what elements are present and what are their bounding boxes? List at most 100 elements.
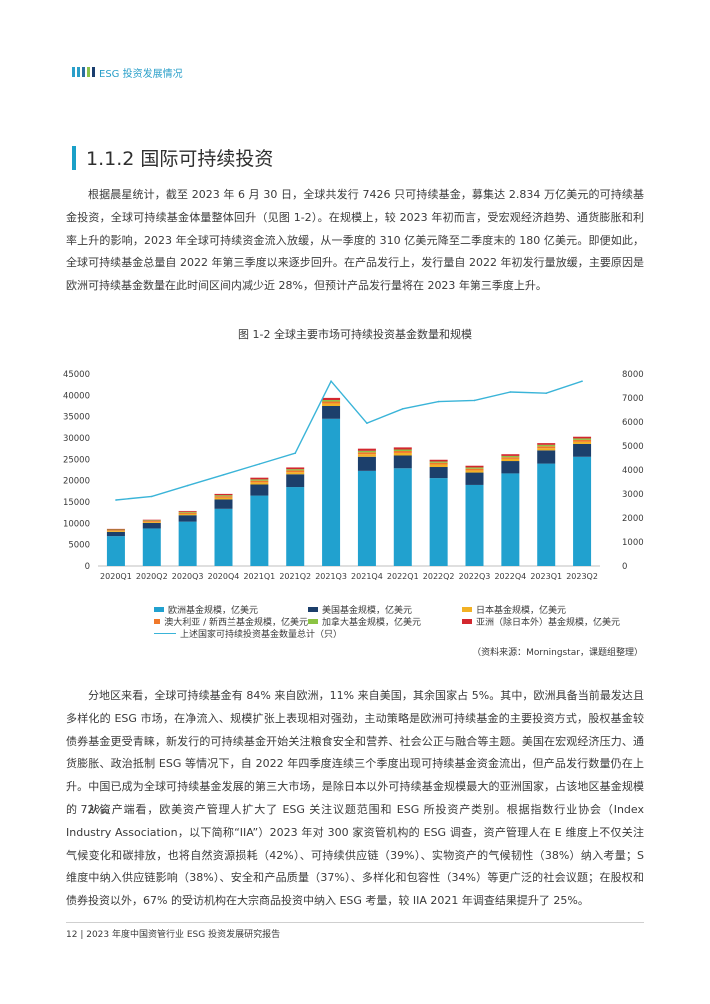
bar-segment	[465, 465, 484, 468]
running-header: ESG 投资发展情况	[72, 66, 183, 80]
bar-segment	[214, 508, 233, 566]
bar-segment	[286, 469, 305, 471]
bar-segment	[178, 511, 197, 513]
section-heading-bar	[72, 145, 76, 170]
bar-segment	[250, 480, 269, 483]
bar-segment	[142, 521, 161, 523]
bar-segment	[250, 482, 269, 485]
bar-segment	[393, 447, 412, 450]
bar-segment	[573, 441, 592, 444]
bar-segment	[501, 454, 520, 456]
bar-segment	[250, 479, 269, 481]
bar-segment	[573, 438, 592, 440]
bar-segment	[322, 400, 341, 402]
fund-count-point	[401, 408, 404, 410]
header-logo-bars	[72, 67, 95, 77]
bar-segment	[106, 529, 125, 531]
bar-segment	[501, 461, 520, 474]
bar-segment	[429, 478, 448, 566]
bar-segment	[357, 456, 376, 471]
fund-count-point	[186, 484, 189, 487]
section-heading: 1.1.2 国际可持续投资	[72, 144, 273, 171]
bar-segment	[573, 443, 592, 457]
bar-segment	[106, 531, 125, 532]
bar-segment	[322, 401, 341, 404]
logo-bar	[77, 67, 80, 77]
bar-segment	[142, 528, 161, 566]
bar-segment	[106, 531, 125, 537]
logo-bar	[82, 67, 85, 77]
bar-segment	[537, 443, 556, 445]
bar-segment	[465, 484, 484, 566]
legend-item-canada: 加拿大基金规模，亿美元	[308, 615, 462, 628]
x-tick-label: 2021Q2	[279, 572, 311, 581]
bar-segment	[465, 472, 484, 485]
footer-separator: |	[80, 930, 87, 940]
y-left-tick-label: 25000	[63, 455, 90, 465]
bar-segment	[393, 452, 412, 456]
bar-segment	[393, 455, 412, 469]
fund-count-line	[115, 379, 583, 501]
paragraph-3: 从资产端看，欧美资产管理人扩大了 ESG 关注议题范围和 ESG 所投资产类别。…	[66, 803, 644, 908]
bar-segment	[286, 487, 305, 566]
bar-segment	[501, 458, 520, 462]
fund-count-point	[509, 391, 512, 393]
legend-label: 加拿大基金规模，亿美元	[322, 617, 422, 628]
fund-count-point	[330, 380, 332, 382]
legend-item-usa: 美国基金规模，亿美元	[308, 603, 462, 616]
x-tick-label: 2021Q1	[243, 572, 275, 581]
bar-segment	[537, 450, 556, 464]
bar-segment	[465, 468, 484, 471]
x-tick-label: 2021Q4	[351, 572, 383, 581]
fund-count-point	[222, 474, 225, 476]
bar-segment	[250, 495, 269, 566]
x-tick-label: 2020Q4	[208, 572, 240, 581]
y-right-tick-label: 1000	[622, 538, 644, 548]
x-tick-label: 2022Q4	[494, 572, 526, 581]
x-tick-label: 2022Q1	[387, 572, 419, 581]
chart-source: （资料来源：Morningstar，课题组整理）	[472, 648, 643, 658]
legend-label: 亚洲（除日本外）基金规模，亿美元	[476, 617, 621, 628]
bar-segment	[465, 470, 484, 473]
fund-count-point	[545, 392, 548, 394]
x-tick-label: 2021Q3	[315, 572, 347, 581]
x-tick-label: 2020Q3	[172, 572, 204, 581]
y-right-tick-label: 4000	[622, 466, 644, 476]
y-left-tick-label: 35000	[63, 413, 90, 423]
bar-segment	[286, 470, 305, 473]
legend-item-asia-ex-japan: 亚洲（除日本外）基金规模，亿美元	[462, 615, 620, 628]
y-right-tick-label: 6000	[622, 418, 644, 428]
bar-segment	[357, 454, 376, 457]
logo-bar	[92, 67, 95, 77]
fund-count-point	[115, 499, 117, 501]
bar-segment	[322, 406, 341, 419]
bar-segment	[501, 455, 520, 458]
y-right-tick-label: 8000	[622, 370, 644, 380]
x-tick-label: 2023Q1	[530, 572, 562, 581]
bar-segment	[573, 436, 592, 439]
fund-count-point	[473, 399, 476, 402]
bar-segment	[501, 457, 520, 459]
y-left-tick-label: 15000	[63, 498, 90, 508]
y-left-tick-label: 45000	[63, 370, 90, 380]
bar-segment	[178, 513, 197, 516]
bar-segment	[429, 459, 448, 462]
bar-segment	[142, 522, 161, 529]
footer-title: 2023 年度中国资管行业 ESG 投资发展研究报告	[86, 930, 281, 940]
bar-segment	[214, 499, 233, 509]
bar-segment	[214, 497, 233, 500]
x-tick-label: 2020Q2	[136, 572, 168, 581]
bar-segment	[106, 528, 125, 530]
legend-item-europe: 欧洲基金规模，亿美元	[154, 603, 308, 616]
bar-segment	[178, 515, 197, 522]
x-tick-label: 2023Q2	[566, 572, 598, 581]
legend-item-australia-nz: 澳大利亚 / 新西兰基金规模，亿美元	[154, 615, 308, 628]
logo-bar	[72, 67, 75, 77]
bar-segment	[286, 472, 305, 475]
chart-legend: 欧洲基金规模，亿美元 美国基金规模，亿美元 日本基金规模，亿美元 澳大利亚 / …	[154, 603, 634, 640]
legend-label: 日本基金规模，亿美元	[476, 605, 567, 616]
bar-segment	[142, 520, 161, 521]
y-left-tick-label: 5000	[68, 541, 90, 551]
bar-segment	[250, 477, 269, 480]
chart: 0500010000150002000025000300003500040000…	[63, 370, 644, 581]
